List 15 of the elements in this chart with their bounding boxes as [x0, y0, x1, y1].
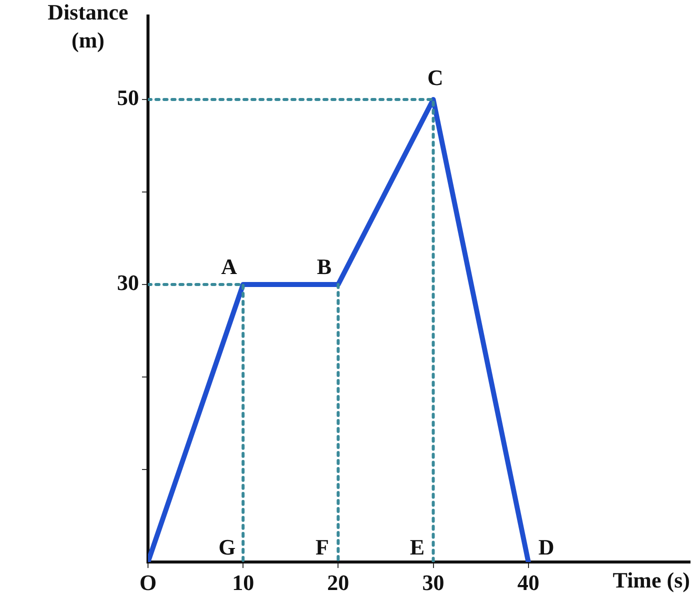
x-tick-label: O: [139, 570, 157, 595]
x-axis-title: Time (s): [612, 568, 690, 593]
y-tick-label: 50: [117, 85, 139, 110]
annotation: C: [427, 65, 444, 90]
annotation: D: [538, 534, 554, 560]
annotation: G: [218, 534, 236, 560]
x-tick-label: 20: [327, 570, 350, 595]
annotation: E: [410, 534, 425, 560]
x-tick-label: 10: [232, 570, 254, 595]
y-axis-title: Distance (m): [48, 0, 129, 53]
annotation: A: [221, 254, 238, 280]
x-tick-label: 40: [517, 570, 540, 595]
x-tick-label: 30: [422, 570, 444, 595]
annotation: B: [316, 254, 332, 280]
annotation: F: [315, 534, 329, 560]
